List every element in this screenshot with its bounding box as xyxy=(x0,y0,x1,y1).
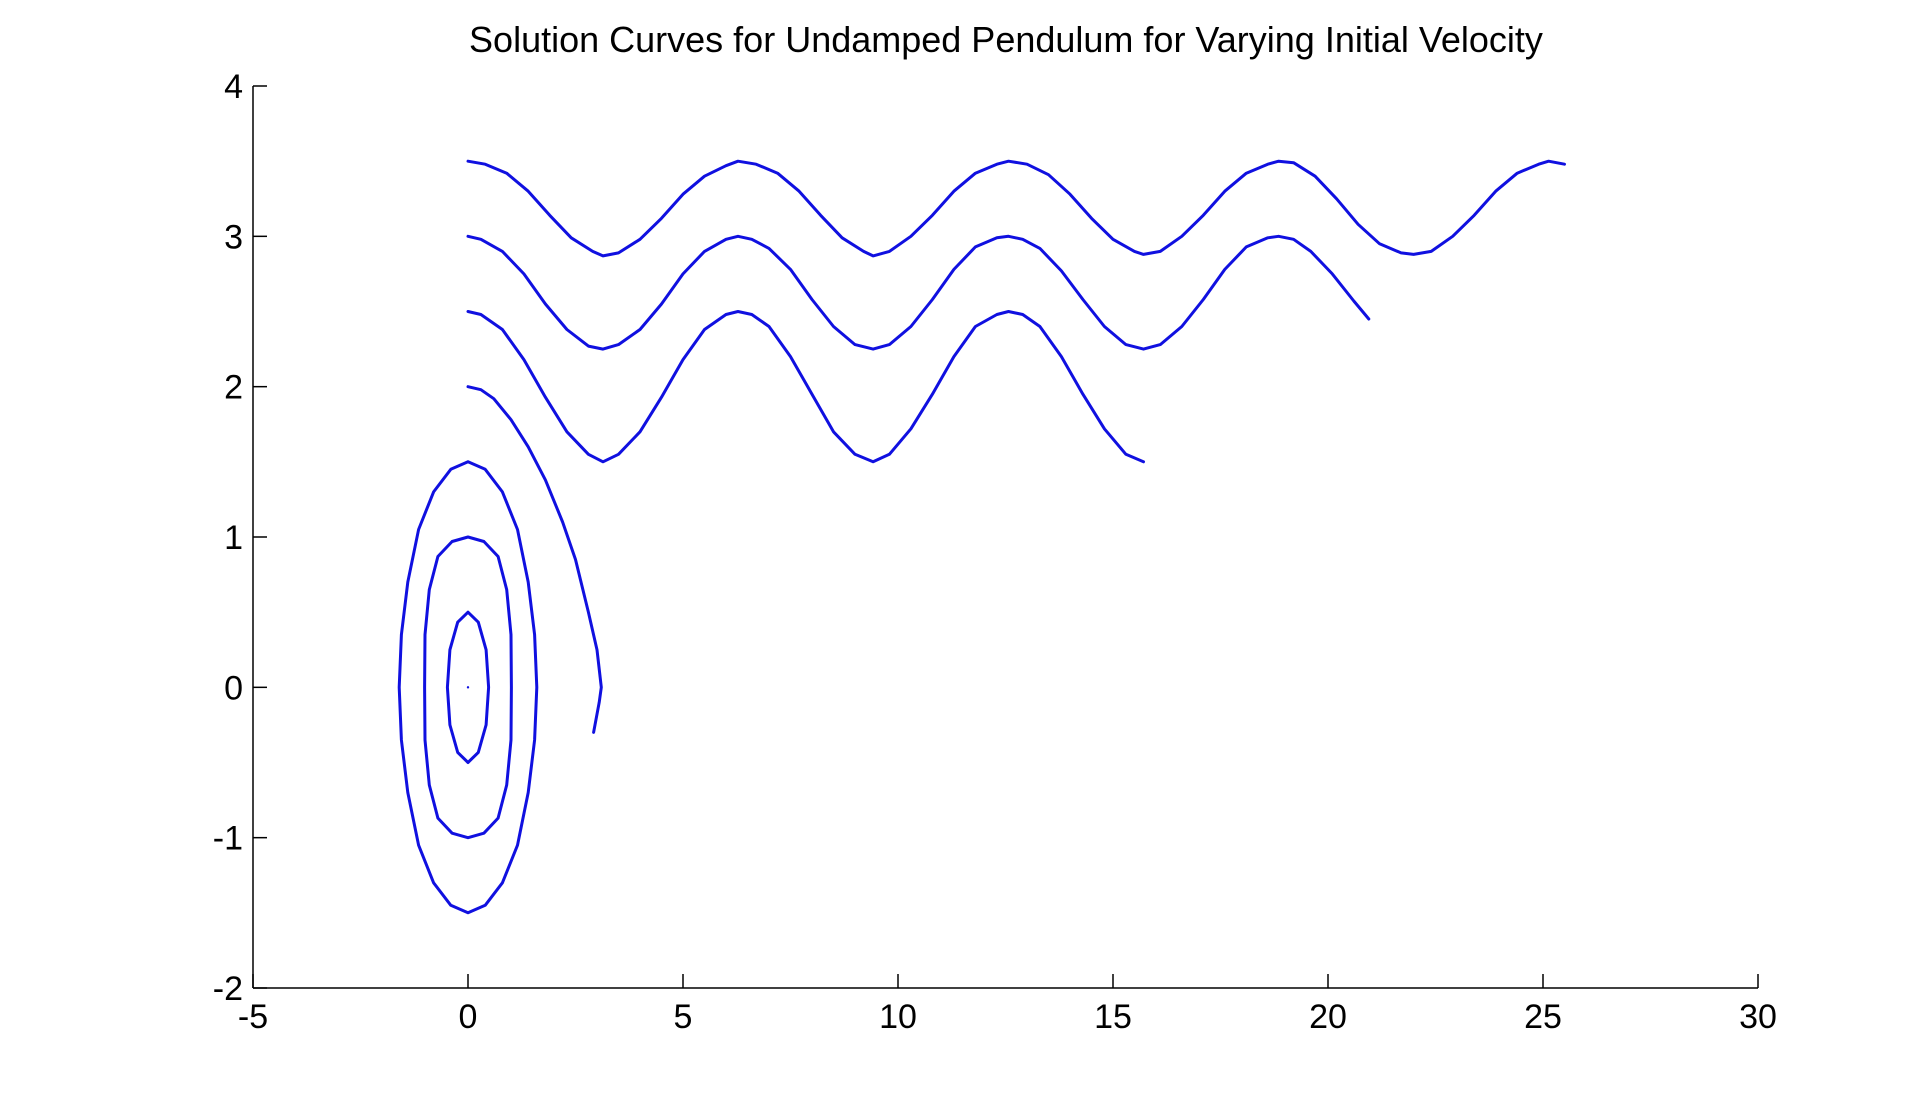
y-tick-label: 4 xyxy=(224,68,243,106)
y-tick-label: -1 xyxy=(213,820,243,858)
axes: -5 0 5 10 15 20 25 30 -2 -1 0 1 2 3 4 xyxy=(213,68,1777,1036)
y-tick-label: 3 xyxy=(224,218,243,256)
x-tick-label: 10 xyxy=(879,998,917,1036)
y-tick-label: -2 xyxy=(213,970,243,1008)
x-tick-label: 30 xyxy=(1739,998,1777,1036)
x-tick-label: -5 xyxy=(238,998,268,1036)
x-tick-label: 5 xyxy=(674,998,693,1036)
x-tick-label: 20 xyxy=(1309,998,1347,1036)
solution-curve-v0-2-5 xyxy=(466,310,1145,464)
x-tick-label: 25 xyxy=(1524,998,1562,1036)
x-tick-label: 0 xyxy=(459,998,478,1036)
equilibrium-point xyxy=(466,686,470,689)
plot-area xyxy=(397,159,1566,915)
y-tick-label: 0 xyxy=(224,669,243,707)
y-tick-label: 2 xyxy=(224,369,243,407)
x-tick-label: 15 xyxy=(1094,998,1132,1036)
solution-curve-v0-0-5 xyxy=(445,610,491,764)
solution-curve-v0-1 xyxy=(423,535,513,840)
solution-curve-v0-3-5 xyxy=(466,159,1566,258)
y-tick-label: 1 xyxy=(224,519,243,557)
chart-title: Solution Curves for Undamped Pendulum fo… xyxy=(469,19,1543,60)
solution-curve-v0-1-5 xyxy=(397,460,539,915)
solution-curve-v0-2 xyxy=(466,385,603,734)
solution-curve-v0-3 xyxy=(466,234,1371,351)
